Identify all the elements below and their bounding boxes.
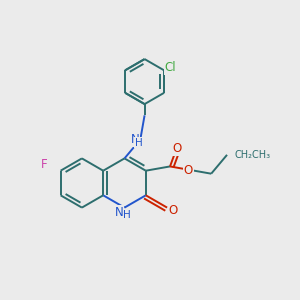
- Text: O: O: [169, 204, 178, 217]
- Text: F: F: [41, 158, 48, 171]
- Text: N: N: [115, 206, 124, 219]
- Text: O: O: [173, 142, 182, 155]
- Text: H: H: [135, 138, 143, 148]
- Text: CH₂CH₃: CH₂CH₃: [235, 150, 271, 160]
- Text: H: H: [123, 210, 131, 220]
- Text: O: O: [184, 164, 193, 177]
- Text: Cl: Cl: [165, 61, 176, 74]
- Text: N: N: [130, 133, 139, 146]
